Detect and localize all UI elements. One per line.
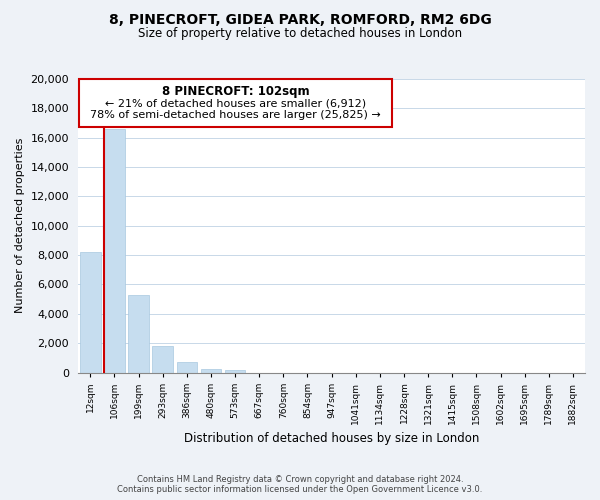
Text: ← 21% of detached houses are smaller (6,912): ← 21% of detached houses are smaller (6,… — [105, 98, 366, 108]
Text: 78% of semi-detached houses are larger (25,825) →: 78% of semi-detached houses are larger (… — [90, 110, 380, 120]
Bar — [152, 346, 173, 372]
Text: Contains HM Land Registry data © Crown copyright and database right 2024.: Contains HM Land Registry data © Crown c… — [137, 475, 463, 484]
Text: Contains public sector information licensed under the Open Government Licence v3: Contains public sector information licen… — [118, 485, 482, 494]
Text: Size of property relative to detached houses in London: Size of property relative to detached ho… — [138, 28, 462, 40]
Bar — [176, 362, 197, 372]
Y-axis label: Number of detached properties: Number of detached properties — [15, 138, 25, 314]
Bar — [104, 129, 125, 372]
Bar — [128, 294, 149, 372]
Text: 8 PINECROFT: 102sqm: 8 PINECROFT: 102sqm — [161, 85, 309, 98]
X-axis label: Distribution of detached houses by size in London: Distribution of detached houses by size … — [184, 432, 479, 445]
Bar — [80, 252, 101, 372]
Text: 8, PINECROFT, GIDEA PARK, ROMFORD, RM2 6DG: 8, PINECROFT, GIDEA PARK, ROMFORD, RM2 6… — [109, 12, 491, 26]
Bar — [225, 370, 245, 372]
Bar — [200, 369, 221, 372]
